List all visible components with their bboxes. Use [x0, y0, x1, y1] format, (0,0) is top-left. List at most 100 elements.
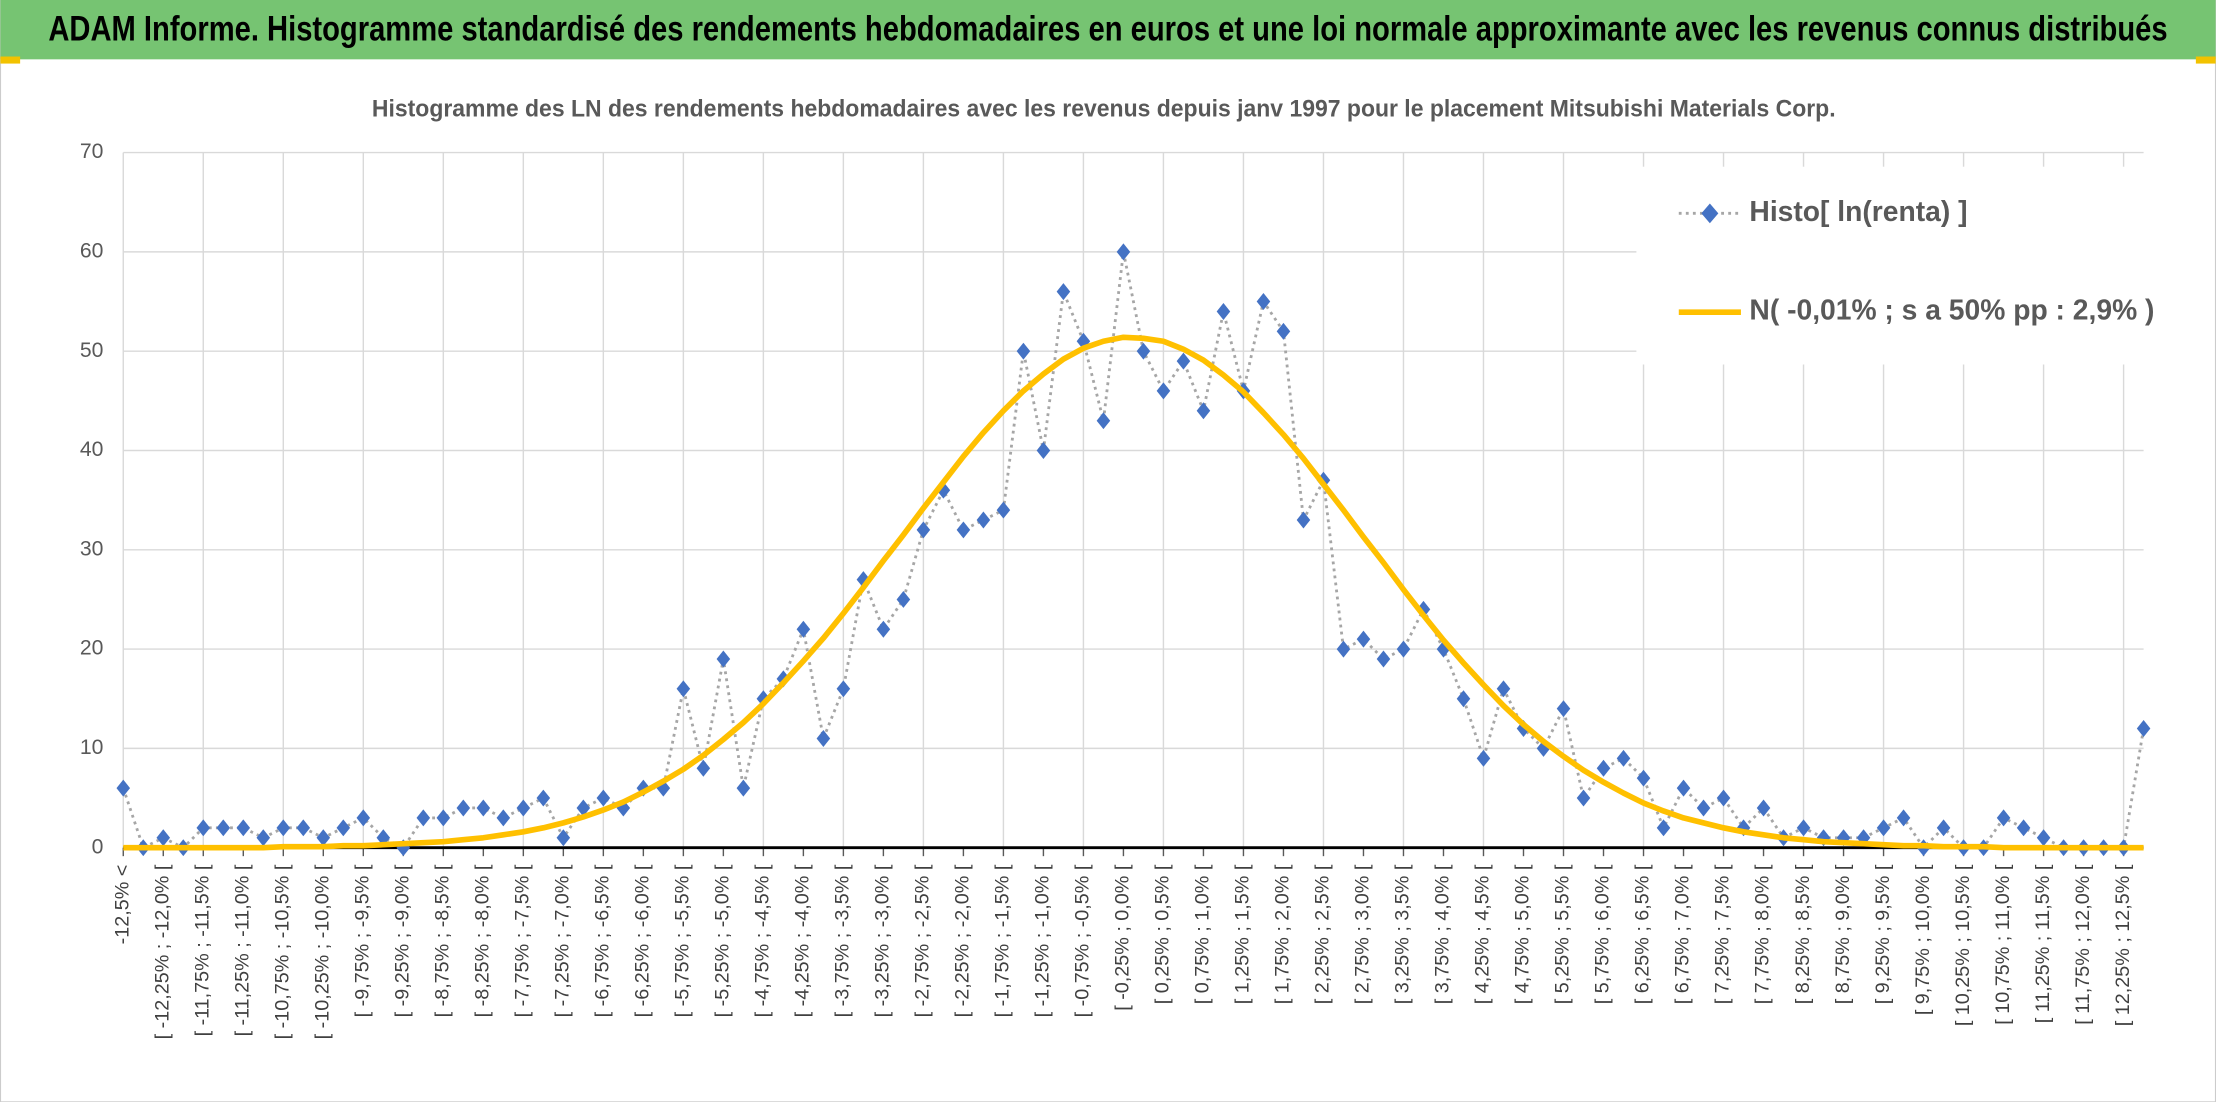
data-point: [456, 799, 471, 817]
x-tick-label: [ -6,25% ; -6,0% [: [632, 864, 654, 1017]
x-tick-label: [ -4,75% ; -4,5% [: [752, 864, 774, 1017]
corner: [2195, 56, 2216, 64]
x-tick-label: [ 11,25% ; 11,5% [: [2032, 864, 2054, 1023]
x-tick-label: [ 5,75% ; 6,0% [: [1592, 864, 1614, 1004]
x-tick-label: -12,5% <: [111, 865, 133, 945]
y-tick-label: 30: [80, 537, 104, 560]
x-tick-label: [ 12,25% ; 12,5% [: [2112, 864, 2134, 1026]
x-tick-label: [ -10,25% ; -10,0% [: [312, 864, 334, 1039]
data-point: [436, 809, 451, 827]
x-tick-label: [ -4,25% ; -4,0% [: [792, 864, 814, 1017]
data-point: [1396, 640, 1411, 658]
x-tick-label: [ 9,75% ; 10,0% [: [1912, 864, 1934, 1015]
data-point: [916, 521, 931, 539]
x-tick-label: [ -12,25% ; -12,0% [: [151, 864, 173, 1039]
header-bar: [0, 0, 2216, 60]
data-point: [996, 501, 1011, 519]
data-point: [1416, 600, 1431, 618]
x-tick-label: [ -7,25% ; -7,0% [: [552, 864, 574, 1017]
data-point: [1936, 819, 1951, 837]
data-point: [1556, 700, 1571, 718]
data-point: [1676, 779, 1691, 797]
x-tick-label: [ -1,25% ; -1,0% [: [1032, 864, 1054, 1017]
data-point: [1436, 640, 1451, 658]
data-point: [276, 819, 291, 837]
x-tick-label: [ -5,75% ; -5,5% [: [672, 864, 694, 1017]
x-tick-label: [ 9,25% ; 9,5% [: [1872, 864, 1894, 1004]
x-tick-label: [ -5,25% ; -5,0% [: [712, 864, 734, 1017]
x-tick-label: [ 2,75% ; 3,0% [: [1352, 864, 1374, 1004]
y-tick-label: 60: [80, 239, 104, 262]
x-tick-label: [ 7,75% ; 8,0% [: [1752, 864, 1774, 1004]
data-point: [716, 650, 731, 668]
legend-label: N( -0,01% ; s a 50% pp : 2,9% ): [1749, 294, 2154, 326]
data-point: [1376, 650, 1391, 668]
y-tick-label: 10: [80, 736, 104, 759]
x-tick-label: [ -2,75% ; -2,5% [: [912, 864, 934, 1017]
data-point: [296, 819, 311, 837]
data-point: [2016, 819, 2031, 837]
y-tick-label: 40: [80, 438, 104, 461]
x-tick-label: [ -0,25% ; 0,0% [: [1112, 864, 1134, 1011]
data-point: [1756, 799, 1771, 817]
data-point: [676, 680, 691, 698]
x-tick-label: [ -11,75% ; -11,5% [: [191, 864, 213, 1036]
data-point: [576, 799, 591, 817]
data-point: [956, 521, 971, 539]
x-tick-label: [ 10,75% ; 11,0% [: [1992, 864, 2014, 1025]
y-tick-label: 20: [80, 637, 104, 660]
x-tick-label: [ -2,25% ; -2,0% [: [952, 864, 974, 1017]
x-tick-label: [ -3,25% ; -3,0% [: [872, 864, 894, 1017]
data-point: [556, 829, 571, 847]
y-tick-label: 50: [80, 339, 104, 362]
x-tick-label: [ 10,25% ; 10,5% [: [1952, 864, 1974, 1026]
x-tick-label: [ -9,25% ; -9,0% [: [392, 864, 414, 1017]
data-point: [876, 620, 891, 638]
data-point: [836, 680, 851, 698]
x-tick-label: [ 3,75% ; 4,0% [: [1432, 864, 1454, 1004]
x-tick-label: [ 5,25% ; 5,5% [: [1552, 864, 1574, 1004]
data-point: [1656, 819, 1671, 837]
data-point: [1476, 749, 1491, 767]
x-tick-label: [ 8,25% ; 8,5% [: [1792, 864, 1814, 1004]
data-point: [336, 819, 351, 837]
x-tick-label: [ -10,75% ; -10,5% [: [272, 864, 294, 1039]
x-tick-label: [ 4,75% ; 5,0% [: [1512, 864, 1534, 1004]
x-tick-label: [ -3,75% ; -3,5% [: [832, 864, 854, 1017]
data-point: [1796, 819, 1811, 837]
data-point: [236, 819, 251, 837]
x-tick-label: [ 8,75% ; 9,0% [: [1832, 864, 1854, 1004]
header-title: ADAM Informe. Histogramme standardisé de…: [48, 9, 2167, 48]
data-point: [1136, 342, 1151, 360]
legend-box: [1636, 166, 2148, 365]
data-point: [1356, 630, 1371, 648]
data-point: [1116, 243, 1131, 261]
data-point: [496, 809, 511, 827]
data-point: [696, 759, 711, 777]
x-tick-label: [ -9,75% ; -9,5% [: [352, 864, 374, 1017]
x-tick-label: [ -6,75% ; -6,5% [: [592, 864, 614, 1017]
corner: [0, 56, 21, 64]
x-tick-label: [ -8,75% ; -8,5% [: [432, 864, 454, 1017]
x-tick-label: [ -1,75% ; -1,5% [: [992, 864, 1014, 1017]
x-tick-label: [ 0,25% ; 0,5% [: [1152, 864, 1174, 1004]
data-point: [356, 809, 371, 827]
x-tick-label: [ 1,25% ; 1,5% [: [1232, 864, 1254, 1004]
legend-label: Histo[ ln(renta) ]: [1749, 195, 1967, 227]
x-tick-label: [ -11,25% ; -11,0% [: [232, 864, 254, 1036]
series-line: [123, 334, 2144, 851]
y-tick-label: 70: [80, 140, 104, 163]
data-point: [1276, 322, 1291, 340]
x-tick-label: [ 6,75% ; 7,0% [: [1672, 864, 1694, 1004]
x-tick-label: [ 0,75% ; 1,0% [: [1192, 864, 1214, 1004]
x-tick-label: [ 1,75% ; 2,0% [: [1272, 864, 1294, 1004]
x-tick-label: [ -8,25% ; -8,0% [: [472, 864, 494, 1017]
data-point: [2136, 720, 2151, 738]
data-point: [1616, 749, 1631, 767]
data-point: [476, 799, 491, 817]
data-point: [316, 829, 331, 847]
data-point: [1156, 382, 1171, 400]
x-tick-label: [ 2,25% ; 2,5% [: [1312, 864, 1334, 1004]
x-tick-label: [ -0,75% ; -0,5% [: [1072, 864, 1094, 1017]
data-point: [796, 620, 811, 638]
